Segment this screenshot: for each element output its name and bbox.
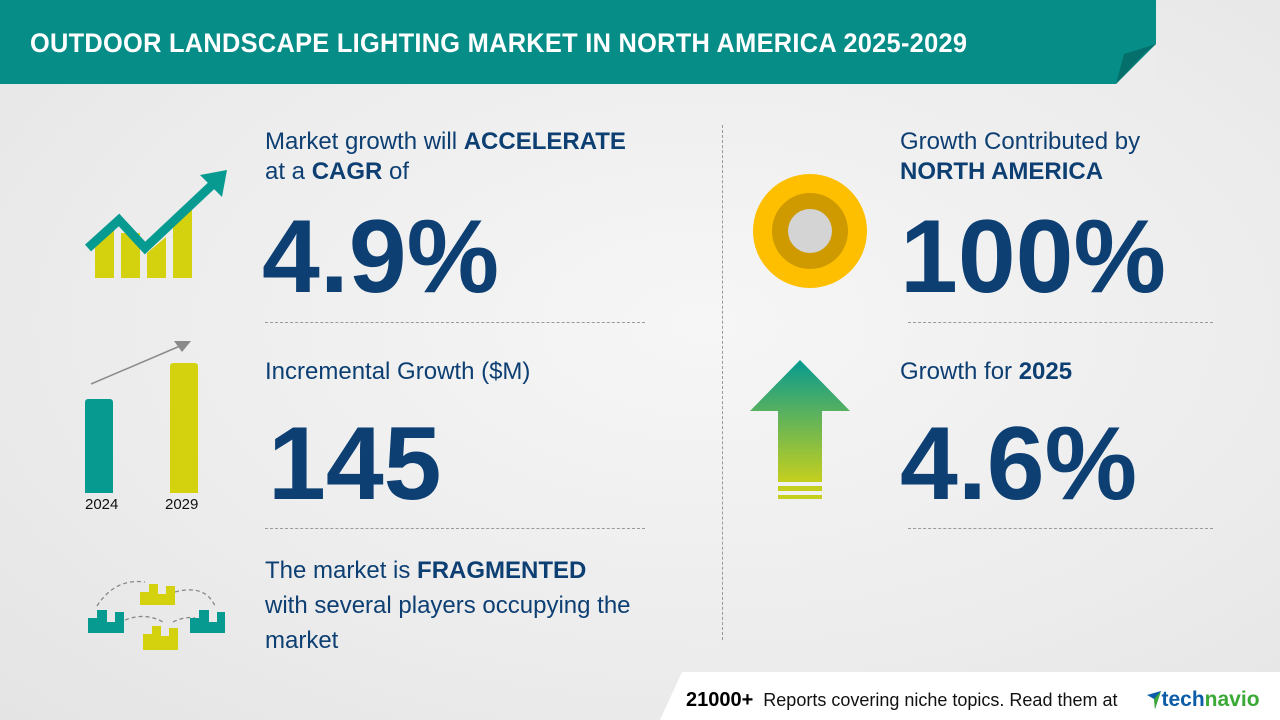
cagr-line2-bold: CAGR [311,158,383,185]
page-title: OUTDOOR LANDSCAPE LIGHTING MARKET IN NOR… [30,28,968,58]
brand-part2: navio [1204,688,1260,711]
bar-label-2024: 2024 [85,496,119,513]
growth-year-label: Growth for 2025 [900,358,1072,386]
cagr-line1-bold: ACCELERATE [463,128,626,155]
technavio-logo-icon [1147,691,1162,709]
cagr-line2-text: at a [265,158,312,185]
up-arrow-icon [750,360,850,499]
footer-promo: 21000+ Reports covering niche topics. Re… [686,688,1260,712]
footer-bg [660,672,1280,720]
header-banner [0,0,1156,84]
fragmented-line2: with several players occupying the [265,592,631,619]
bar-label-2029: 2029 [165,496,199,513]
cagr-line2-post: of [382,158,410,185]
trend-arrow-icon [90,341,191,385]
cagr-value: 4.9% [262,199,500,315]
contribution-region: NORTH AMERICA [900,158,1104,185]
bar-2029 [170,363,198,493]
divider [908,528,1213,529]
fragmented-line3: market [265,627,339,654]
banner-fold [1116,44,1156,84]
bar-2024 [85,399,113,493]
footer-text: Reports covering niche topics. Read them… [763,689,1118,710]
cagr-line1-text: Market growth will [265,128,464,155]
report-count: 21000+ [686,688,754,711]
growth-year-text: Growth for [900,358,1019,385]
incremental-label: Incremental Growth ($M) [265,358,531,385]
technavio-logo[interactable]: tech navio [1147,688,1260,712]
fragmented-line1: The market is FRAGMENTED [265,557,586,585]
donut-icon [753,174,867,288]
incremental-value: 145 [268,406,442,522]
cagr-line1: Market growth will ACCELERATE [265,128,626,156]
contribution-line1: Growth Contributed by [900,128,1141,155]
brand-part1: tech [1161,688,1205,711]
divider [908,322,1213,323]
growth-chart-icon [84,170,227,278]
growth-year-bold: 2025 [1018,358,1073,385]
divider [265,528,645,529]
cagr-line2: at a CAGR of [265,158,409,186]
divider [265,322,645,323]
growth-year-value: 4.6% [900,406,1138,522]
vertical-divider [722,125,723,640]
fragmented-bold: FRAGMENTED [417,557,587,584]
contribution-value: 100% [900,199,1166,315]
buildings-icon [88,580,225,650]
fragmented-text: The market is [265,557,418,584]
